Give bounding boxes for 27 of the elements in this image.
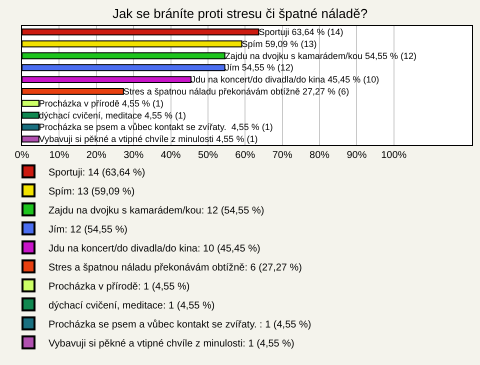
legend-label: Zajdu na dvojku s kamarádem/kou: 12 (54,55 %) xyxy=(48,205,264,216)
legend-label: Sportuji: 14 (63,64 %) xyxy=(48,167,146,178)
data-label: Jdu na koncert/do divadla/do kina 45,45 % (10) xyxy=(191,74,380,85)
x-tick-label: 60% xyxy=(235,150,256,161)
x-tick-label: 50% xyxy=(198,150,218,161)
data-label: Spím 59,09 % (13) xyxy=(242,38,317,49)
x-tick-label: 70% xyxy=(272,150,292,161)
x-tick-label: 10% xyxy=(49,150,70,161)
data-label: Procházka se psem a vůbec kontakt se zvířaty. 4,55 % (1) xyxy=(38,122,273,132)
legend-label: dýchací cvičení, meditace: 1 (4,55 %) xyxy=(48,300,215,312)
x-tick-label: 80% xyxy=(310,150,330,161)
x-tick-label: 100% xyxy=(381,150,407,161)
x-tick-label: 40% xyxy=(160,150,181,161)
legend-label: Spím: 13 (59,09 %) xyxy=(48,186,135,198)
data-label: Procházka v přírodě 4,55 % (1) xyxy=(38,98,164,108)
legend-label: Jím: 12 (54,55 %) xyxy=(48,224,128,236)
legend-label: Vybavuji si pěkné a vtipné chvíle z minulosti: 1 (4,55 %) xyxy=(48,338,294,350)
legend-label: Jdu na koncert/do divadla/do kina: 10 (45,45 %) xyxy=(48,243,260,254)
x-tick-label: 90% xyxy=(346,150,367,161)
x-tick-label: 30% xyxy=(124,150,144,161)
legend-label: Procházka v přírodě: 1 (4,55 %) xyxy=(48,281,190,292)
legend-label: Stres a špatnou náladu překonávám obtížně: 6 (27,27 %) xyxy=(48,262,302,274)
x-tick-label: 20% xyxy=(86,150,106,161)
x-tick-label: 0% xyxy=(14,150,30,161)
legend-label: Procházka se psem a vůbec kontakt se zvířaty. : 1 (4,55 %) xyxy=(48,318,312,330)
chart-title: Jak se bráníte proti stresu či špatné náladě? xyxy=(112,6,368,22)
data-label: Sportuji 63,64 % (14) xyxy=(258,26,344,37)
